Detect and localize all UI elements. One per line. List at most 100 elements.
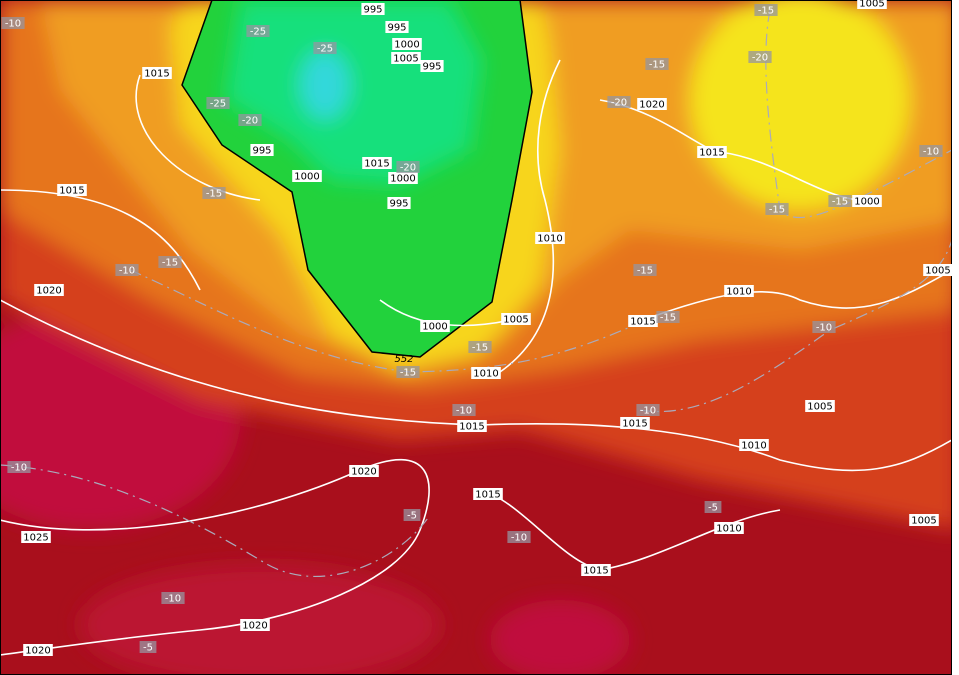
temperature-label-text: -15 — [472, 343, 488, 354]
isobar-label: 1020 — [34, 284, 64, 297]
isobar-label-box — [457, 420, 487, 432]
temperature-label-box — [633, 264, 657, 276]
temperature-label-text: -25 — [317, 44, 333, 55]
isobar-label: 1005 — [923, 264, 953, 277]
isobar-label-box — [714, 522, 744, 534]
isobar-label: 1010 — [724, 285, 754, 298]
temperature-label-text: -15 — [769, 205, 785, 216]
isobar-label: 1015 — [457, 420, 487, 433]
temperature-label-text: -5 — [708, 503, 718, 514]
isobar-label-text: 1015 — [144, 69, 169, 80]
isobar-label-text: 1005 — [393, 54, 418, 65]
temperature-label: -15 — [828, 195, 852, 208]
isobar-label-box — [420, 60, 444, 72]
temperature-label-box — [765, 203, 789, 215]
isobar-label-text: 1000 — [294, 172, 319, 183]
temperature-label-box — [206, 97, 230, 109]
isobar-label: 1000 — [388, 172, 418, 185]
isobar-label-text: 1010 — [473, 369, 498, 380]
temperature-label: -10 — [1, 17, 25, 30]
temperature-label-box — [656, 311, 680, 323]
isobar-label-text: 1020 — [351, 467, 376, 478]
isobar-label: 995 — [387, 197, 411, 210]
temperature-label-text: -10 — [165, 594, 181, 605]
isobar-label-box — [361, 3, 385, 15]
temperature-label: -15 — [396, 366, 420, 379]
isobar-label-box — [387, 197, 411, 209]
temperature-label: -15 — [645, 58, 669, 71]
temperature-label-box — [202, 187, 226, 199]
isobar-label-box — [240, 619, 270, 631]
isobar-label: 1020 — [637, 98, 667, 111]
temperature-label-box — [754, 4, 778, 16]
isobar-label: 1020 — [240, 619, 270, 632]
isobar-label-box — [852, 195, 882, 207]
temperature-label-text: -10 — [923, 147, 939, 158]
isobar-label-text: 1025 — [23, 533, 48, 544]
temperature-label: -15 — [656, 311, 680, 324]
isobar-label-box — [501, 313, 531, 325]
isobar-label-box — [724, 285, 754, 297]
temperature-label-box — [139, 641, 157, 653]
temperature-label: -20 — [748, 51, 772, 64]
isobar-label-text: 1020 — [242, 621, 267, 632]
temperature-label-text: -10 — [456, 406, 472, 417]
isobar-label: 1025 — [21, 531, 51, 544]
temperature-label: -10 — [507, 531, 531, 544]
isobar-label: 1015 — [142, 67, 172, 80]
isobar-label: 1015 — [473, 488, 503, 501]
temperature-label-text: -15 — [758, 6, 774, 17]
temperature-label-text: -20 — [400, 163, 416, 174]
isobar-label-text: 1015 — [630, 317, 655, 328]
temperature-label: -10 — [161, 592, 185, 605]
isobar-label: 1010 — [714, 522, 744, 535]
isobar-label: 1015 — [697, 146, 727, 159]
temperature-label: -20 — [396, 161, 420, 174]
temperature-label-box — [246, 25, 270, 37]
temperature-label-box — [115, 264, 139, 276]
temperature-label-box — [238, 114, 262, 126]
temperature-label-text: -15 — [637, 266, 653, 277]
temperature-label-text: -5 — [143, 643, 153, 654]
temperature-label-text: -10 — [11, 463, 27, 474]
isobar-label: 1000 — [420, 320, 450, 333]
temperature-label-box — [919, 145, 943, 157]
isobar-label-text: 1015 — [583, 566, 608, 577]
isobar-label: 995 — [420, 60, 444, 73]
temperature-label-box — [704, 501, 722, 513]
temperature-label-box — [636, 404, 660, 416]
isobar-label-box — [349, 465, 379, 477]
isobar-label-text: 1015 — [475, 490, 500, 501]
isobar-label-box — [637, 98, 667, 110]
temperature-label: -10 — [452, 404, 476, 417]
isobar-label-text: 1020 — [25, 646, 50, 657]
temperature-label-text: -15 — [400, 368, 416, 379]
temperature-label-text: -5 — [407, 511, 417, 522]
isobar-label: 1000 — [392, 38, 422, 51]
temperature-label: -25 — [206, 97, 230, 110]
temperature-label-text: -20 — [752, 53, 768, 64]
temperature-label: -5 — [704, 501, 722, 514]
temperature-label-box — [607, 96, 631, 108]
temperature-label-box — [507, 531, 531, 543]
temperature-label-text: -15 — [162, 258, 178, 269]
isobar-label: 1005 — [909, 514, 939, 527]
temperature-label-text: -10 — [5, 19, 21, 30]
temperature-label: -25 — [313, 42, 337, 55]
isobar-label-text: 1005 — [925, 266, 950, 277]
isobar-label-box — [805, 400, 835, 412]
isobar-label-text: 1015 — [622, 419, 647, 430]
temperature-label: -10 — [115, 264, 139, 277]
isobar-label-box — [535, 232, 565, 244]
isobar-label: 1005 — [501, 313, 531, 326]
isobar-label: 1020 — [23, 644, 53, 657]
isobar-label-box — [385, 21, 409, 33]
temperature-label-text: -10 — [816, 323, 832, 334]
isobar-label: 1015 — [362, 157, 392, 170]
isobar-label-box — [21, 531, 51, 543]
isobar-label: 1015 — [581, 564, 611, 577]
temperature-label: -5 — [403, 509, 421, 522]
temperature-label-box — [1, 17, 25, 29]
isobar-label-text: 1010 — [537, 234, 562, 245]
